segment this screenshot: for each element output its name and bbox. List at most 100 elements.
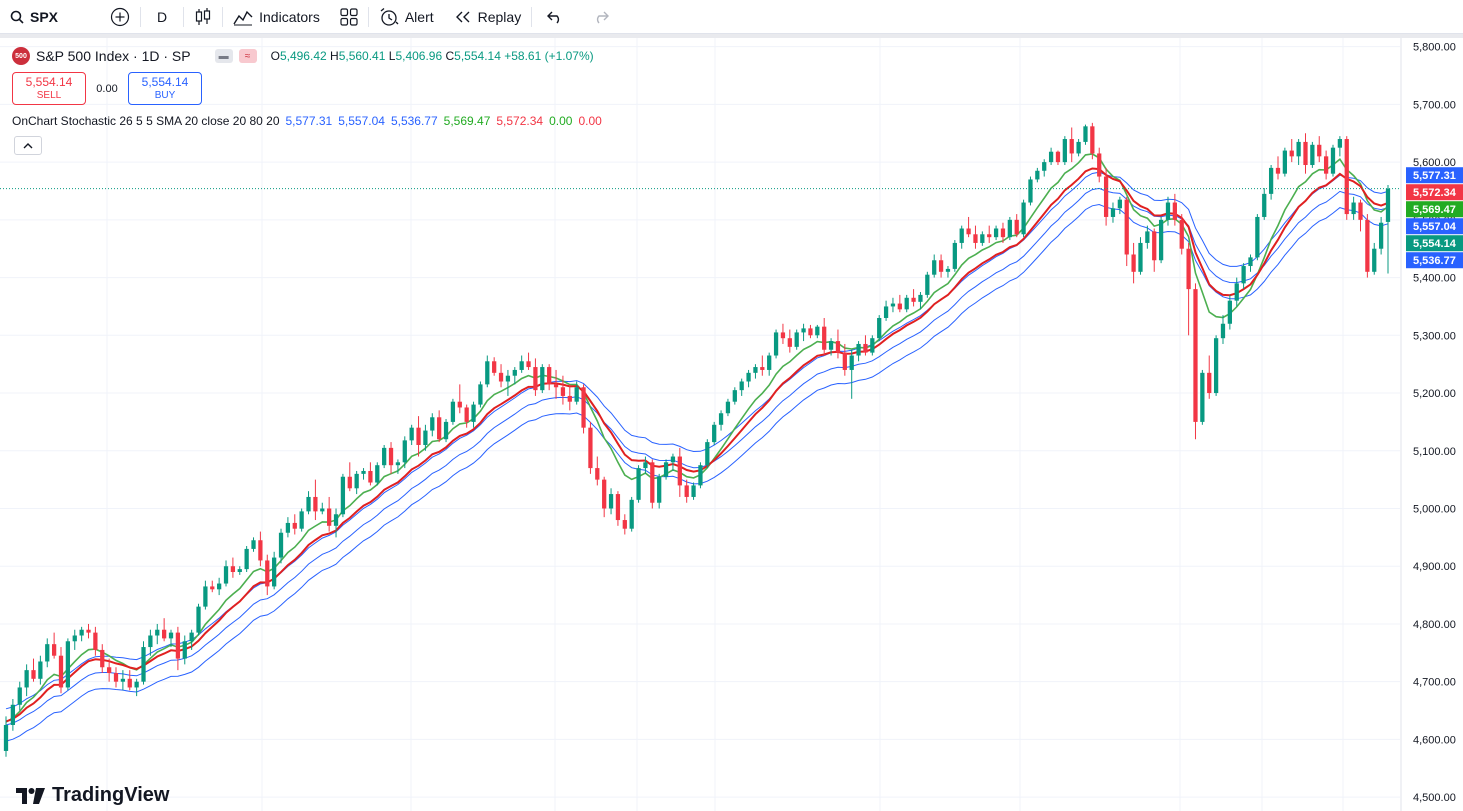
middle-band-line [5, 187, 1389, 726]
indicator-value-d: 5,572.34 [496, 114, 544, 128]
indicator-legend[interactable]: OnChart Stochastic 26 5 5 SMA 20 close 2… [12, 114, 602, 128]
candle-body [162, 629, 167, 639]
candle-body [1213, 338, 1219, 394]
replay-label: Replay [477, 8, 522, 25]
y-tick-label: 5,200.00 [1413, 388, 1456, 400]
price-axis-labels: 5,577.31 5,572.34 5,569.47 5,557.04 5,554.14… [1406, 167, 1463, 269]
alert-button[interactable]: Alert [369, 0, 444, 34]
candle-body [258, 540, 263, 561]
candle-body [437, 417, 442, 440]
candle-body [574, 387, 579, 402]
ohlc-values: O5,496.42 H5,560.41 L5,406.96 C5,554.14 … [270, 49, 594, 63]
price-chart[interactable]: 4,500.00 4,600.00 4,700.00 4,800.00 4,900.00… [0, 38, 1463, 811]
symbol-search-button[interactable]: SPX [0, 0, 100, 34]
candle-body [1117, 199, 1122, 209]
candle-body [1378, 222, 1384, 249]
candle-body [1323, 156, 1329, 174]
candle-body [959, 228, 964, 243]
candle-body [987, 234, 992, 238]
candle-body [354, 473, 359, 489]
candle-body [347, 476, 352, 489]
minus-icon[interactable]: ▬ [214, 49, 233, 63]
candle-body [1035, 170, 1040, 180]
candle-body [1351, 202, 1356, 215]
candle-body [842, 352, 847, 370]
candle-body [663, 462, 669, 477]
candle-body [265, 560, 270, 587]
chart-type-button[interactable] [184, 0, 222, 34]
symbol-title[interactable]: S&P 500 Index · 1D · SP [36, 48, 191, 64]
candle-body [100, 649, 105, 668]
candle-body [1131, 254, 1136, 272]
watermark-text: TradingView [52, 784, 170, 806]
candle-body [237, 569, 242, 572]
candle-body [966, 228, 971, 235]
undo-button[interactable] [532, 0, 578, 34]
tradingview-watermark[interactable]: TradingView [16, 784, 169, 807]
candle-body [45, 644, 50, 662]
interval-button[interactable]: D [141, 0, 183, 34]
candle-body [402, 440, 407, 463]
candle-body [1021, 202, 1026, 235]
candle-body [1200, 372, 1205, 422]
tradingview-logo-icon [16, 787, 45, 804]
candle-body [746, 372, 751, 382]
candle-body [127, 678, 132, 688]
candle-body [1090, 126, 1095, 154]
plus-circle-icon [110, 7, 130, 26]
candle-body [1268, 167, 1274, 194]
candle-body [938, 260, 944, 272]
redo-button[interactable] [578, 0, 624, 34]
candle-body [251, 540, 256, 549]
candle-body [1317, 144, 1322, 157]
collapse-legend-button[interactable] [14, 136, 42, 155]
candle-body [134, 681, 139, 688]
candle-body [457, 401, 462, 408]
candle-body [801, 328, 806, 333]
candle-body [581, 387, 586, 428]
buy-button[interactable]: 5,554.14 BUY [128, 72, 202, 105]
wave-icon[interactable]: ≈ [238, 49, 257, 63]
candle-body [608, 494, 614, 509]
candle-body [423, 430, 428, 445]
indicator-value-k: 5,569.47 [443, 114, 491, 128]
candle-body [808, 328, 813, 336]
candle-body [1358, 202, 1363, 220]
y-tick-label: 5,400.00 [1413, 273, 1456, 285]
templates-button[interactable] [330, 0, 368, 34]
candle-body [299, 511, 304, 529]
candle-body [553, 384, 559, 388]
replay-button[interactable]: Replay [444, 0, 532, 34]
trade-buttons: 5,554.14 SELL 0.00 5,554.14 BUY [12, 72, 202, 105]
candle-body [918, 294, 923, 302]
candle-body [1365, 219, 1370, 272]
candle-body [278, 532, 284, 558]
candle-body [1158, 219, 1164, 261]
toolbar-divider [140, 6, 141, 27]
candle-body [1282, 150, 1287, 174]
candle-body [340, 476, 346, 515]
y-tick-label: 5,800.00 [1413, 42, 1456, 54]
candle-body [760, 367, 765, 370]
alarm-clock-icon [380, 7, 399, 26]
y-tick-label: 5,700.00 [1413, 99, 1456, 111]
candle-body [272, 557, 277, 587]
sell-button[interactable]: 5,554.14 SELL [12, 72, 86, 105]
chart-grid [0, 38, 1400, 811]
candle-body [361, 470, 366, 474]
price-axis: 4,500.00 4,600.00 4,700.00 4,800.00 4,900.00… [1400, 38, 1456, 811]
lower-band-line [5, 203, 1389, 742]
candle-body [794, 332, 799, 347]
candle-body [1248, 257, 1253, 267]
candle-body [10, 704, 16, 725]
candle-body [835, 341, 841, 353]
candle-body [1028, 179, 1033, 203]
y-tick-label: 4,800.00 [1413, 619, 1456, 631]
compare-symbol-button[interactable] [100, 0, 140, 34]
toolbar-divider [222, 6, 224, 27]
indicators-button[interactable]: Indicators [223, 0, 330, 34]
symbol-label: SPX [30, 8, 59, 25]
candle-body [890, 303, 896, 307]
grid-icon [340, 7, 358, 26]
toolbar-divider [531, 6, 533, 27]
